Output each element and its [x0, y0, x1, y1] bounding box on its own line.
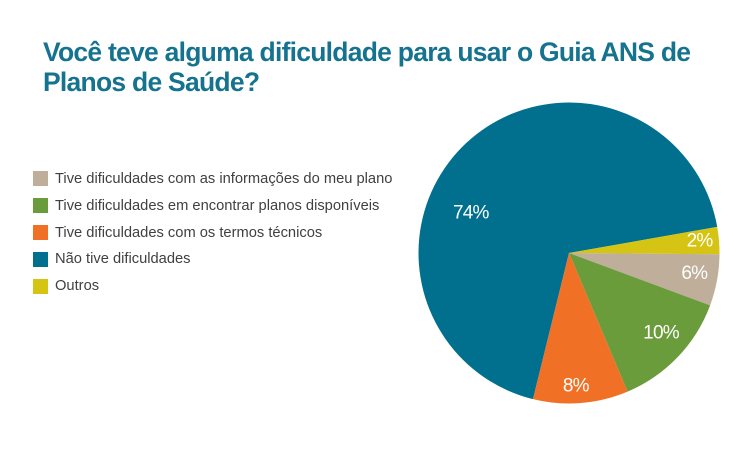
svg-text:2%: 2%	[687, 230, 714, 251]
svg-text:10%: 10%	[643, 322, 680, 343]
svg-text:74%: 74%	[453, 203, 490, 224]
svg-text:6%: 6%	[681, 263, 708, 284]
svg-text:8%: 8%	[563, 376, 590, 397]
